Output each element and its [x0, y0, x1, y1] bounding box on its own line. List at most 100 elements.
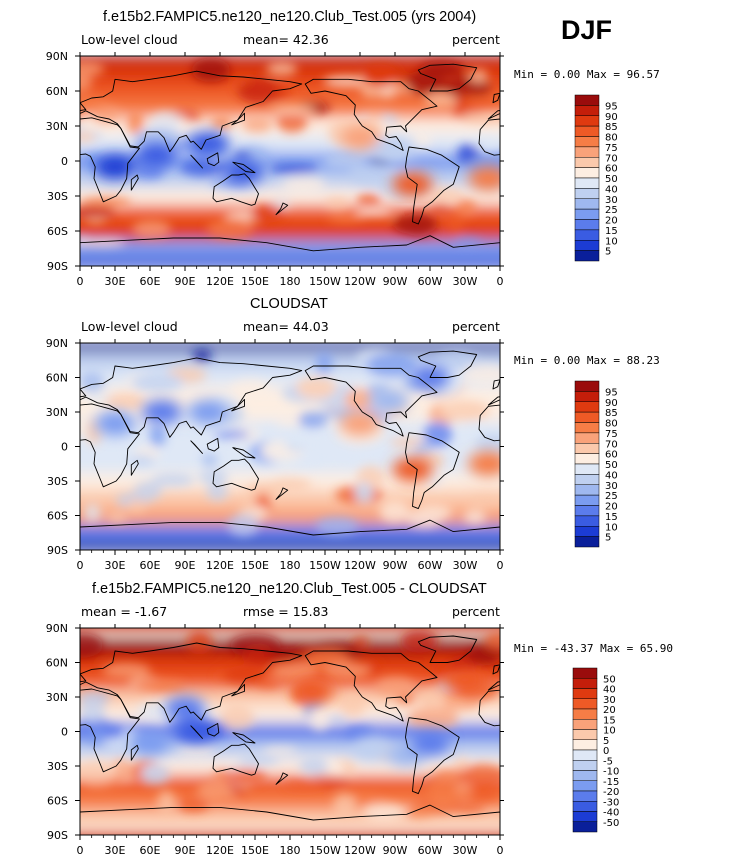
y-tick-label: 30N [46, 691, 68, 704]
zonal-band [80, 628, 500, 638]
field-blob [423, 421, 453, 447]
field-blob [220, 704, 255, 731]
colorbar-label: 5 [605, 533, 611, 544]
regional-feature [340, 411, 380, 436]
coastline [130, 459, 139, 476]
field-blob [223, 665, 265, 685]
panel2-units-label: percent [452, 319, 500, 334]
colorbar-label: 90 [605, 398, 618, 409]
coastline [212, 173, 259, 206]
field-blob [80, 197, 132, 208]
colorbar-box [574, 115, 600, 127]
colorbar-box [574, 177, 600, 189]
y-tick-label: 60N [46, 85, 68, 98]
field-blob [323, 152, 366, 170]
colorbar-box [574, 146, 600, 158]
colorbar-box [574, 229, 600, 241]
colorbar-box [574, 432, 600, 444]
coastline [190, 440, 203, 454]
colorbar-label: 50 [605, 460, 618, 471]
x-tick-label: 90E [175, 275, 196, 288]
field-blob [344, 726, 374, 741]
x-tick-label: 60W [418, 275, 443, 288]
coastline [231, 683, 245, 697]
x-tick-label: 0 [497, 275, 504, 288]
coastline [275, 772, 289, 785]
field-blob [483, 631, 500, 650]
field-blob [141, 764, 170, 785]
regional-feature [293, 679, 334, 704]
field-blob [431, 187, 463, 203]
x-tick-label: 30W [453, 559, 478, 572]
colorbar-label: 90 [605, 112, 618, 123]
field-blob [468, 495, 500, 506]
field-blob [326, 212, 365, 223]
zonal-band [80, 541, 500, 550]
colorbar-box [574, 474, 600, 485]
colorbar-label: -20 [603, 787, 619, 798]
y-tick-label: 60N [46, 372, 68, 385]
colorbar-label: 40 [605, 184, 618, 195]
field-blob [376, 676, 416, 697]
field-blob [405, 69, 446, 96]
regional-feature [351, 736, 392, 761]
colorbar-box [574, 167, 600, 179]
regional-feature [392, 172, 433, 197]
panel1-title: f.e15b2.FAMPIC5.ne120_ne120.Club_Test.00… [103, 9, 477, 25]
colorbar-box [572, 708, 598, 720]
field-blob [177, 797, 210, 813]
x-tick-label: 150E [241, 844, 269, 857]
coastline [653, 733, 675, 743]
colorbar-box [572, 801, 598, 812]
x-tick-label: 60E [140, 275, 161, 288]
x-tick-label: 150E [241, 559, 269, 572]
field-blob [465, 646, 500, 666]
coastline [80, 804, 500, 835]
colorbar-label: 5 [605, 247, 611, 258]
field-blob [233, 151, 252, 161]
colorbar-box [574, 422, 600, 434]
field-blob [192, 348, 212, 363]
x-tick-label: 90W [383, 844, 408, 857]
field-blob [223, 768, 267, 785]
coastline [80, 357, 303, 438]
colorbar-label: 20 [605, 216, 618, 227]
colorbar-label: 70 [605, 439, 618, 450]
field-blob [179, 744, 214, 758]
field-blob [283, 780, 323, 790]
coastline [492, 92, 500, 104]
zonal-band [80, 636, 500, 655]
coastline [212, 743, 259, 776]
regional-feature [130, 731, 170, 755]
coastline [405, 432, 460, 510]
field-blob [455, 199, 477, 217]
zonal-band [80, 257, 500, 266]
y-tick-label: 30N [46, 406, 68, 419]
field-blob [131, 219, 172, 239]
coastline [633, 174, 679, 206]
colorbar-box [574, 515, 600, 527]
coastline [478, 689, 500, 727]
regional-feature [165, 696, 205, 721]
colorbar-box [574, 94, 600, 106]
field-blob [365, 353, 416, 378]
colorbar-label: 80 [605, 133, 618, 144]
x-tick-label: 60E [140, 559, 161, 572]
colorbar-box [572, 760, 598, 771]
colorbar-box [574, 453, 600, 465]
coastline [652, 399, 665, 411]
field-blob [430, 658, 452, 676]
regional-feature [95, 154, 135, 179]
coastline [417, 635, 478, 663]
regional-feature [223, 160, 264, 185]
field-blob [463, 509, 486, 525]
field-blob [80, 237, 126, 247]
x-tick-label: 180 [280, 559, 301, 572]
x-tick-label: 30W [453, 844, 478, 857]
field-blob [237, 78, 280, 104]
coastline [80, 235, 500, 266]
coastline [231, 112, 245, 126]
colorbar-label: 40 [603, 685, 616, 696]
field-blob [315, 516, 359, 536]
coastline [232, 161, 256, 174]
